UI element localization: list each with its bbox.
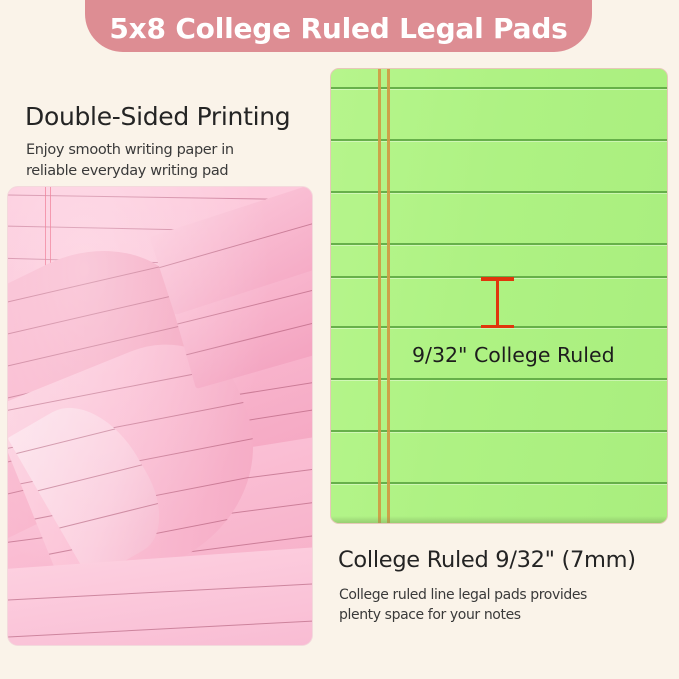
pink-legal-pad — [7, 186, 313, 646]
left-feature-heading: Double-Sided Printing — [25, 102, 291, 131]
left-feature-subtext: Enjoy smooth writing paper in reliable e… — [26, 142, 234, 179]
fan-rule-line — [171, 307, 312, 360]
measure-stem — [496, 277, 499, 328]
green-rule-line — [331, 430, 667, 433]
fan-rule-line — [30, 460, 156, 494]
page-title: 5x8 College Ruled Legal Pads — [109, 12, 568, 45]
pink-margin-line — [44, 187, 47, 294]
fan-rule-line — [8, 574, 312, 606]
line-spacing-measure-icon — [481, 277, 514, 328]
green-legal-pad — [330, 68, 668, 524]
title-banner: 5x8 College Ruled Legal Pads — [85, 0, 592, 52]
right-feature-subtext: College ruled line legal pads provides p… — [339, 587, 587, 624]
right-feature-heading: College Ruled 9/32" (7mm) — [338, 547, 636, 573]
green-pad-bottom-shadow — [331, 516, 667, 523]
fan-rule-line — [51, 498, 178, 531]
pink-margin-line — [49, 187, 52, 294]
green-margin-line — [378, 69, 381, 523]
green-rule-line — [331, 191, 667, 194]
green-rule-line — [331, 243, 667, 246]
fan-rule-line — [8, 423, 135, 457]
green-pad-sheet — [331, 69, 667, 523]
pink-fanned-pages — [8, 187, 312, 645]
fan-rule-line — [149, 208, 312, 273]
ruled-spacing-label: 9/32" College Ruled — [412, 343, 615, 367]
green-rule-line — [331, 139, 667, 142]
green-margin-line — [387, 69, 390, 523]
green-rule-line — [331, 87, 667, 90]
green-rule-line — [331, 482, 667, 485]
fan-rule-line — [8, 610, 312, 642]
green-rule-line — [331, 378, 667, 381]
measure-cap-bottom — [481, 324, 514, 328]
